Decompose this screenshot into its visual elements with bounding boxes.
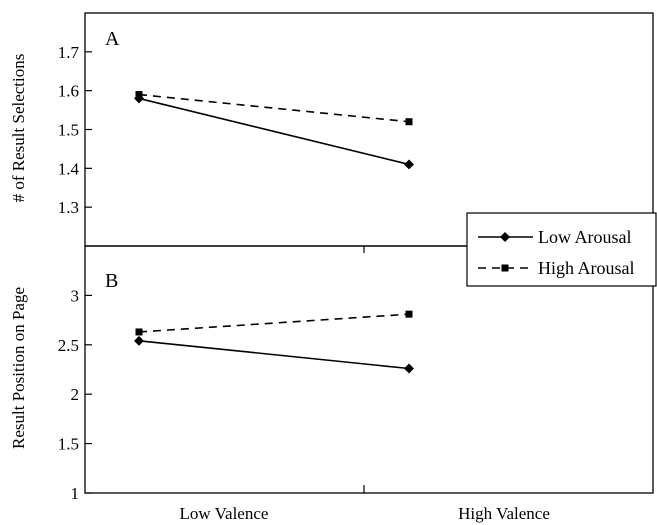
panel-a-y-tick-label: 1.3 — [58, 198, 79, 217]
panel-b-y-ticks: 1 1.5 2 2.5 3 — [58, 286, 92, 503]
panel-a-y-axis-title: # of Result Selections — [9, 54, 28, 203]
panel-a-point-low-arousal-high-valence — [404, 159, 414, 170]
panel-a-series-line-high-arousal — [138, 93, 410, 123]
panel-a-series-line-low-arousal — [138, 97, 410, 166]
panel-a-y-tick-label: 1.5 — [58, 121, 79, 140]
legend-marker-low-arousal — [500, 232, 510, 242]
panel-b-y-tick-label: 3 — [71, 286, 80, 305]
legend: Low Arousal High Arousal — [466, 212, 657, 287]
panel-b-series-line-high-arousal — [138, 313, 410, 333]
panel-b-point-high-arousal-high-valence — [405, 310, 413, 318]
panel-b-y-tick-label: 2 — [71, 385, 80, 404]
panel-a: A # of Result Selections 1.3 1.4 1.5 1.6 1.7 — [9, 12, 654, 247]
panel-a-y-tick-label: 1.6 — [58, 82, 79, 101]
panel-a-series — [134, 91, 414, 170]
panel-a-y-ticks: 1.3 1.4 1.5 1.6 1.7 — [58, 43, 92, 217]
panel-b-series-line-low-arousal — [138, 340, 410, 370]
panel-a-y-tick-label: 1.4 — [58, 159, 80, 178]
panel-b-y-tick-label: 1.5 — [58, 435, 79, 454]
panel-a-frame — [84, 12, 654, 247]
legend-box — [466, 212, 657, 287]
legend-label-low-arousal: Low Arousal — [538, 227, 632, 247]
x-axis: Low Valence High Valence — [180, 246, 550, 523]
x-tick-label-high-valence: High Valence — [458, 504, 550, 523]
panel-a-point-high-arousal-high-valence — [405, 118, 413, 126]
panel-b-y-tick-label: 2.5 — [58, 336, 79, 355]
panel-b-point-low-arousal-high-valence — [404, 363, 414, 374]
panel-b-point-high-arousal-low-valence — [135, 328, 143, 336]
panel-a-y-tick-label: 1.7 — [58, 43, 80, 62]
panel-b-series — [134, 310, 414, 374]
panel-b-y-axis-title: Result Position on Page — [9, 287, 28, 449]
panel-a-point-high-arousal-low-valence — [135, 91, 143, 99]
panel-b-point-low-arousal-low-valence — [134, 335, 144, 346]
legend-label-high-arousal: High Arousal — [538, 258, 635, 278]
panel-b: B Result Position on Page 1 1.5 2 2.5 3 — [9, 245, 654, 503]
panel-b-letter: B — [105, 270, 118, 292]
panel-b-y-tick-label: 1 — [71, 484, 80, 503]
panel-b-frame — [84, 245, 654, 494]
legend-marker-high-arousal — [501, 264, 509, 272]
x-tick-label-low-valence: Low Valence — [180, 504, 269, 523]
panel-a-letter: A — [105, 28, 120, 50]
